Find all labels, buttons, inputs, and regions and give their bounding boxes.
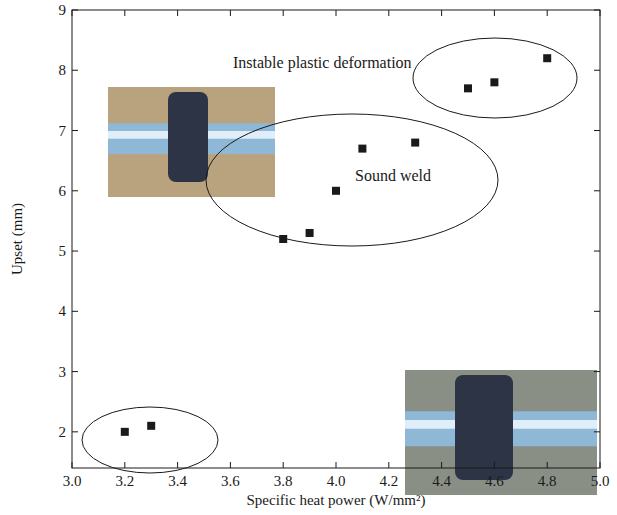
x-tick-label: 4.6 [485,473,504,489]
x-tick-label: 4.4 [432,473,451,489]
region-ellipse [82,407,218,473]
x-tick [547,10,548,16]
x-tick-label: 3.4 [168,473,187,489]
x-tick [230,10,231,16]
region-ellipse [206,114,498,246]
point [464,84,472,92]
x-tick-label: 4.8 [538,473,557,489]
y-tick [594,371,600,372]
point [490,78,498,86]
x-tick [230,462,231,468]
x-tick [494,10,495,16]
x-tick [441,462,442,468]
y-tick-label: 6 [59,183,67,199]
y-tick [72,371,78,372]
x-tick [124,462,125,468]
y-tick [72,251,78,252]
point [543,54,551,62]
y-tick [594,431,600,432]
point [358,145,366,153]
x-tick [177,462,178,468]
photo [405,370,597,495]
point [147,422,155,430]
y-tick [594,130,600,131]
photo-weld [455,375,513,480]
y-tick [594,190,600,191]
region-ellipse [413,38,577,118]
point [306,229,314,237]
y-tick [72,431,78,432]
x-tick-label: 4.2 [379,473,398,489]
x-tick [388,462,389,468]
y-tick [594,70,600,71]
y-axis-title: Upset (mm) [9,203,26,275]
photo-bg [108,87,275,197]
x-tick [494,462,495,468]
x-tick [336,10,337,16]
x-tick [72,462,73,468]
y-tick [72,70,78,71]
y-tick-label: 7 [59,123,67,139]
x-tick [441,10,442,16]
y-tick-label: 8 [59,62,67,78]
y-tick [72,190,78,191]
y-tick [72,311,78,312]
x-tick-label: 3.8 [274,473,293,489]
point [279,235,287,243]
x-tick [124,10,125,16]
point [121,428,129,436]
x-tick-label: 4.0 [327,473,346,489]
x-tick [177,10,178,16]
x-tick [600,462,601,468]
x-tick-label: 3.6 [221,473,240,489]
points [121,54,551,436]
x-tick [547,462,548,468]
y-tick [594,10,600,11]
photo [108,87,275,197]
y-tick [594,251,600,252]
x-tick [283,10,284,16]
point [332,187,340,195]
x-tick [600,10,601,16]
annotation: Instable plastic deformation [233,54,412,72]
y-tick-label: 3 [59,364,67,380]
y-tick [594,311,600,312]
x-tick [283,462,284,468]
x-tick [388,10,389,16]
x-tick-label: 3.2 [115,473,134,489]
photo-weld [168,92,208,182]
y-tick-label: 5 [59,243,67,259]
annotation: Sound weld [355,167,431,184]
x-axis-title: Specific heat power (W/mm²) [246,492,425,509]
y-tick [72,10,78,11]
y-tick-label: 2 [59,424,67,440]
photo-bg [405,370,597,495]
chart: 3.0 3.2 3.4 3.6 3.8 4.0 4.2 4.4 4.6 4.8 5.0 2 3 4 5 6 7 8… [0,0,617,515]
y-tick-label: 4 [59,303,67,319]
y-tick-label: 9 [59,2,67,18]
x-tick-label: 3.0 [63,473,82,489]
point [411,139,419,147]
x-tick-label: 5.0 [591,473,610,489]
x-tick [72,10,73,16]
plot-frame [72,10,600,468]
x-tick [336,462,337,468]
y-tick [72,130,78,131]
